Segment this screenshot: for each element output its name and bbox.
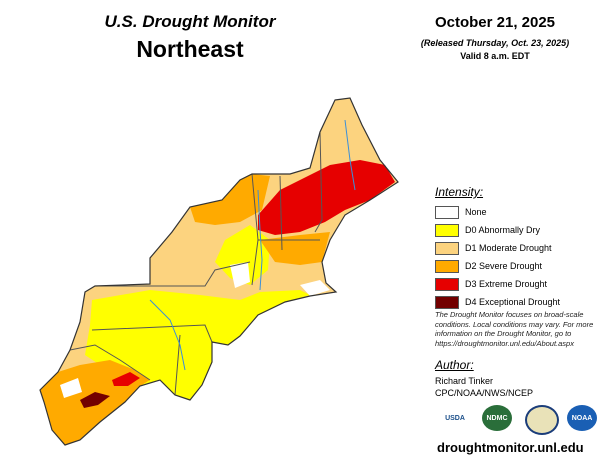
legend-swatch [435, 205, 459, 219]
legend-label: D0 Abnormally Dry [465, 225, 541, 235]
legend: None D0 Abnormally Dry D1 Moderate Drought… [435, 203, 560, 311]
legend-item: D3 Extreme Drought [435, 275, 560, 293]
legend-item: D4 Exceptional Drought [435, 293, 560, 311]
url: droughtmonitor.unl.edu [437, 440, 584, 455]
logo: NDMC [482, 405, 512, 431]
d0-area [215, 225, 270, 285]
logo: USDA [445, 414, 465, 422]
author-name: Richard Tinker [435, 376, 494, 386]
valid: Valid 8 a.m. EDT [460, 51, 530, 61]
border [91, 324, 213, 343]
legend-item: D1 Moderate Drought [435, 239, 560, 257]
legend-swatch [435, 241, 459, 255]
map [39, 97, 399, 446]
legend-swatch [435, 295, 459, 309]
d2-area [190, 174, 270, 225]
note: The Drought Monitor focuses on broad-sca… [435, 310, 594, 348]
border [314, 131, 323, 233]
legend-label: D3 Extreme Drought [465, 279, 548, 289]
river [257, 189, 263, 291]
border [279, 175, 283, 251]
legend-swatch [435, 259, 459, 273]
no-drought-area [60, 378, 82, 398]
legend-item: D2 Severe Drought [435, 257, 560, 275]
legend-item: D0 Abnormally Dry [435, 221, 560, 239]
border [174, 334, 181, 396]
drought-areas [40, 98, 398, 445]
legend-swatch [435, 277, 459, 291]
rivers [149, 119, 356, 371]
river [344, 119, 356, 191]
no-drought-area [230, 262, 250, 288]
state-borders [69, 131, 323, 396]
river [149, 299, 186, 371]
author-heading: Author: [435, 358, 474, 372]
logo: NOAA [567, 405, 597, 431]
legend-item: None [435, 203, 560, 221]
logo-seal [525, 405, 559, 435]
d4-area [80, 392, 110, 408]
border [95, 261, 251, 287]
d3-area [258, 160, 395, 235]
d0-area [85, 290, 310, 400]
no-drought-area [300, 280, 330, 296]
legend-title: Intensity: [435, 185, 484, 199]
legend-label: D2 Severe Drought [465, 261, 543, 271]
author-affiliation: CPC/NOAA/NWS/NCEP [435, 388, 534, 398]
d3-area [112, 372, 140, 386]
region-outline [39, 97, 399, 446]
legend-swatch [435, 223, 459, 237]
released: (Released Thursday, Oct. 23, 2025) [420, 38, 570, 48]
title: U.S. Drought Monitor [104, 12, 276, 31]
legend-label: D1 Moderate Drought [465, 243, 552, 253]
border [69, 344, 151, 381]
legend-label: None [465, 207, 487, 217]
region: Northeast [136, 36, 244, 62]
legend-label: D4 Exceptional Drought [465, 297, 561, 307]
date: October 21, 2025 [434, 14, 556, 31]
